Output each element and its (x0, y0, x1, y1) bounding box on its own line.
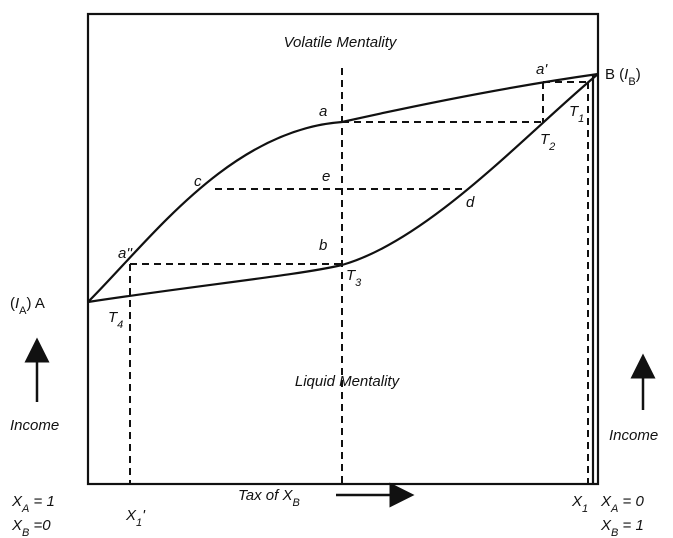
axis-label: Tax of XB (238, 487, 300, 509)
end-label: B (IB) (605, 66, 641, 88)
tangent-label: T3 (346, 267, 362, 289)
point-label: d (466, 194, 475, 211)
point-label: b (319, 237, 327, 254)
region-label: Volatile Mentality (284, 34, 398, 51)
point-label: c (194, 173, 202, 190)
axis-label: XB = 1 (600, 517, 644, 538)
axis-label: X1 (571, 493, 588, 515)
tangent-label: T1 (569, 103, 584, 125)
end-label: (IA) A (10, 295, 45, 317)
dashed-lines (129, 68, 590, 484)
point-label: a'' (118, 245, 133, 262)
axis-label: X1' (125, 507, 146, 529)
income-label: Income (609, 427, 658, 444)
axis-label: XA = 1 (11, 493, 55, 515)
income-label: Income (10, 417, 59, 434)
tangent-label: T2 (540, 131, 555, 153)
point-label: a' (536, 61, 548, 78)
point-label: e (322, 168, 330, 185)
frame (86, 12, 600, 486)
tangent-label: T4 (108, 309, 123, 331)
point-label: a (319, 103, 327, 120)
region-label: Liquid Mentality (295, 373, 401, 390)
axis-label: XB =0 (11, 517, 51, 538)
axis-label: XA = 0 (600, 493, 644, 515)
